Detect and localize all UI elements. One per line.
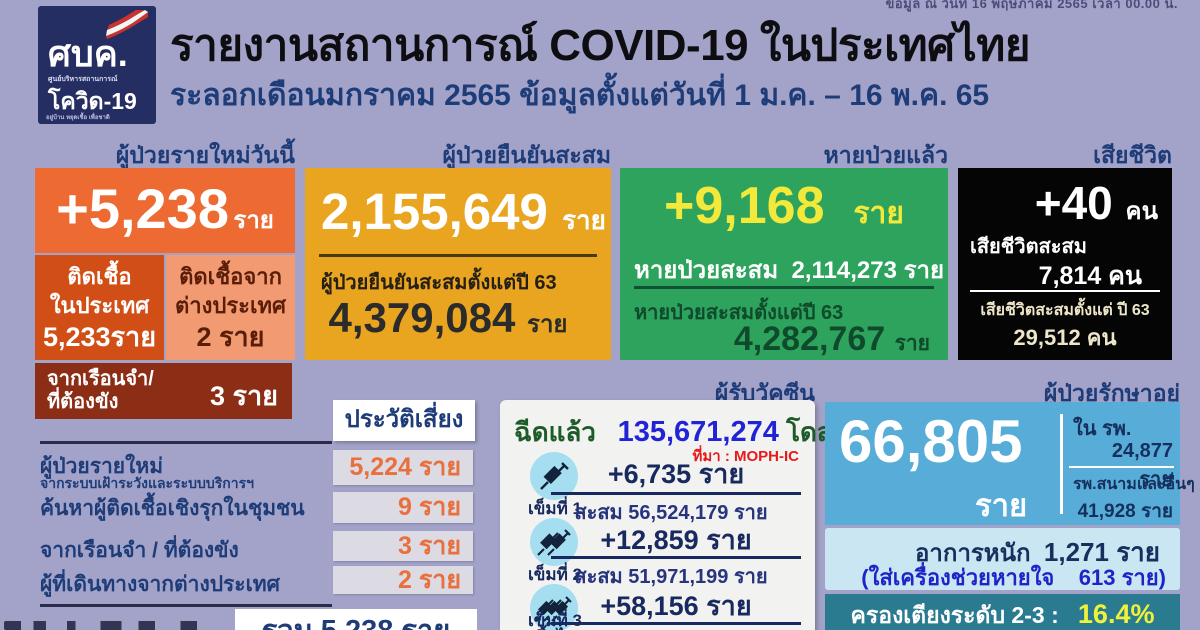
cumulative-unit: ราย <box>562 205 606 235</box>
deaths-cum-value: 7,814 คน <box>1038 262 1142 290</box>
page-title: รายงานสถานการณ์ COVID-19 ในประเทศไทย <box>170 21 1031 70</box>
domestic-label-line1: ติดเชื้อ <box>67 264 132 289</box>
new-cases-label: ผู้ป่วยรายใหม่วันนี้ <box>115 142 295 168</box>
divider <box>634 286 934 289</box>
severe-label: อาการหนัก <box>915 540 1031 567</box>
severe-cases-box: อาการหนัก 1,271 ราย (ใส่เครื่องช่วยหายใจ… <box>825 528 1180 590</box>
dose1-label: เข็มที่ 1 <box>527 499 583 518</box>
dose2-label: เข็มที่ 2 <box>527 565 583 584</box>
logo-tagline: อยู่บ้าน หยุดเชื้อ เพื่อชาติ <box>46 115 110 121</box>
page-subtitle: ระลอกเดือนมกราคม 2565 ข้อมูลตั้งแต่วันที… <box>170 79 990 112</box>
abroad-value: 2 ราย <box>196 322 265 353</box>
active-unit: ราย <box>975 488 1028 523</box>
new-cases-card: +5,238 ราย <box>35 168 295 253</box>
vaccine-injected-value: 135,671,274 <box>617 416 779 448</box>
prison-value: 3 ราย <box>209 381 278 411</box>
ventilator-value: 613 ราย) <box>1078 565 1166 590</box>
risk-total: รวม 5,238 ราย <box>235 609 477 630</box>
deaths-unit: คน <box>1125 198 1158 225</box>
deaths-card: +40 คน เสียชีวิตสะสม 7,814 คน เสียชีวิตส… <box>958 168 1172 360</box>
cumulative-since63-label: ผู้ป่วยยืนยันสะสมตั้งแต่ปี 63 <box>321 272 557 294</box>
recovered-since63-label: หายป่วยสะสมตั้งแต่ปี 63 <box>634 302 844 324</box>
cumulative-label: ผู้ป่วยยืนยันสะสม <box>442 142 611 168</box>
vaccine-injected-label: ฉีดแล้ว <box>514 417 596 447</box>
prison-label-line2: ที่ต้องขัง <box>47 391 119 413</box>
risk-row-value: 3 ราย <box>333 531 473 561</box>
domestic-label-line2: ในประเทศ <box>49 292 150 318</box>
bed-occupancy-label: ครองเตียงระดับ 2-3 : <box>850 602 1059 628</box>
prison-infection-box: จากเรือนจำ/ ที่ต้องขัง 3 ราย <box>35 363 292 419</box>
abroad-label-line1: ติดเชื้อจาก <box>179 264 282 289</box>
active-cases-card: 66,805 ราย ใน รพ. 24,877 ราย รพ.สนามและอ… <box>825 402 1195 525</box>
deaths-cum-label: เสียชีวิตสะสม <box>970 236 1087 258</box>
recovered-value: +9,168 <box>664 177 825 235</box>
bed-occupancy-box: ครองเตียงระดับ 2-3 : 16.4% <box>825 594 1180 630</box>
risk-row-value: 2 ราย <box>333 566 473 594</box>
abroad-infection-box: ติดเชื้อจาก ต่างประเทศ 2 ราย <box>166 255 295 360</box>
dose2-new: +12,859 ราย <box>600 525 752 555</box>
cumulative-since63-value: 4,379,084 <box>328 294 516 341</box>
divider <box>1069 466 1174 468</box>
risk-row-label: ค้นหาผู้ติดเชื้อเชิงรุกในชุมชน <box>40 497 305 520</box>
new-cases-value: +5,238 <box>56 177 229 240</box>
risk-row-label: ผู้ป่วยรายใหม่ <box>40 455 164 478</box>
domestic-infection-box: ติดเชื้อ ในประเทศ 5,233ราย <box>35 255 164 360</box>
in-hospital-value: 24,877 ราย <box>1111 440 1173 491</box>
ccsa-logo: ศบค. ศูนย์บริหารสถานการณ์ โควิด-19 อยู่บ… <box>38 6 156 124</box>
logo-covid-text: โควิด-19 <box>48 88 137 114</box>
bed-occupancy-value: 16.4% <box>1077 599 1155 629</box>
active-value: 66,805 <box>839 408 1023 475</box>
recovered-unit: ราย <box>853 197 904 230</box>
divider <box>970 290 1160 292</box>
abroad-label-line2: ต่างประเทศ <box>175 292 286 318</box>
logo-abbr: ศบค. <box>48 33 128 74</box>
active-cases-label: ผู้ป่วยรักษาอยู่ <box>1043 380 1180 406</box>
divider <box>551 492 801 495</box>
recovered-since63-value: 4,282,767 <box>733 320 886 358</box>
divider <box>40 441 332 444</box>
recovered-cum-label: หายป่วยสะสม <box>634 257 779 284</box>
in-hospital-label: ใน รพ. <box>1073 418 1132 440</box>
risk-row-sublabel: จากระบบเฝ้าระวังและระบบบริการฯ <box>40 475 254 491</box>
field-hospital-label: รพ.สนามและอื่นๆ <box>1073 476 1195 493</box>
divider <box>40 604 332 607</box>
risk-history-header: ประวัติเสี่ยง <box>333 400 475 441</box>
severe-value: 1,271 ราย <box>1043 537 1160 567</box>
divider <box>1060 414 1063 514</box>
domestic-value: 5,233ราย <box>42 322 157 353</box>
ventilator-label: (ใส่เครื่องช่วยหายใจ <box>861 565 1055 590</box>
prison-label-line1: จากเรือนจำ/ <box>47 368 154 390</box>
risk-row-value: 5,224 ราย <box>333 450 473 485</box>
recovered-since63-unit: ราย <box>894 332 930 355</box>
cumulative-value: 2,155,649 <box>321 183 548 240</box>
cumulative-card: 2,155,649 ราย ผู้ป่วยยืนยันสะสมตั้งแต่ปี… <box>305 168 611 360</box>
clipped-row-fragment <box>4 621 214 630</box>
dose1-cum: สะสม 56,524,179 ราย <box>574 502 768 524</box>
divider <box>319 254 597 257</box>
recovered-card: +9,168 ราย หายป่วยสะสม 2,114,273 ราย หาย… <box>620 168 948 360</box>
deaths-since63-value: 29,512 คน <box>1013 325 1117 350</box>
vaccine-source: ที่มา : MOPH-IC <box>692 448 799 465</box>
thai-flag-icon <box>106 10 148 39</box>
recovered-cum-value: 2,114,273 ราย <box>791 257 945 284</box>
field-hospital-value: 41,928 ราย <box>1077 501 1173 522</box>
recovered-label: หายป่วยแล้ว <box>823 142 948 168</box>
dose3-new: +58,156 ราย <box>600 591 752 621</box>
dose2-cum: สะสม 51,971,199 ราย <box>574 566 768 588</box>
logo-org-name: ศูนย์บริหารสถานการณ์ <box>48 76 118 83</box>
deaths-value: +40 <box>1034 177 1113 229</box>
vaccine-card: ฉีดแล้ว 135,671,274 โดส ที่มา : MOPH-IC … <box>500 400 833 630</box>
risk-row-label: จากเรือนจำ / ที่ต้องขัง <box>40 539 239 562</box>
new-cases-unit: ราย <box>233 207 274 234</box>
divider <box>551 556 801 559</box>
deaths-since63-label: เสียชีวิตสะสมตั้งแต่ ปี 63 <box>980 302 1150 319</box>
cumulative-since63-unit: ราย <box>527 311 568 338</box>
deaths-label: เสียชีวิต <box>1093 142 1172 168</box>
dose1-new: +6,735 ราย <box>607 459 745 489</box>
risk-row-value: 9 ราย <box>333 492 473 523</box>
data-as-of-note: ข้อมูล ณ วันที่ 16 พฤษภาคม 2565 เวลา 00.… <box>885 0 1178 11</box>
risk-row-label: ผู้ที่เดินทางจากต่างประเทศ <box>40 573 280 596</box>
divider <box>551 622 801 625</box>
